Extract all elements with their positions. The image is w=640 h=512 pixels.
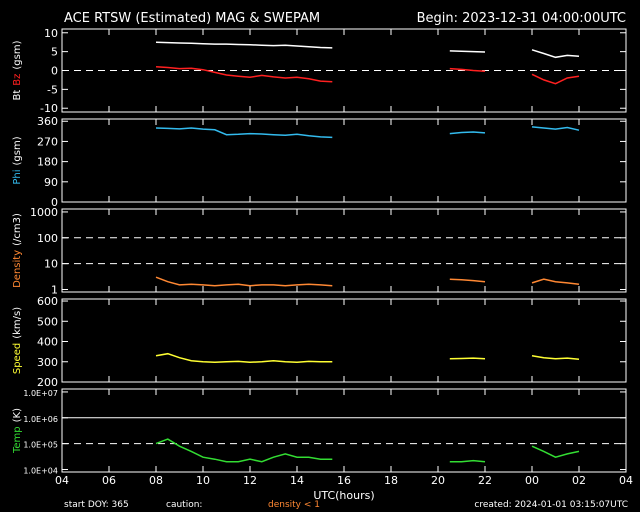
x-tick-label: 16 — [337, 474, 351, 487]
y-tick-label: 1000 — [30, 206, 58, 219]
y-axis-label-unit: (km/s) — [12, 307, 23, 339]
x-tick-label: 02 — [572, 474, 586, 487]
y-axis-label-part: Bz — [12, 74, 23, 86]
series-line — [155, 352, 580, 363]
x-axis-label: UTC(hours) — [313, 489, 374, 502]
y-tick-label: 1.0E+04 — [23, 466, 58, 475]
y-axis-label-unit: (/cm3) — [12, 213, 23, 246]
y-tick-label: 0 — [51, 196, 58, 209]
y-axis-label-part: Bt — [12, 90, 23, 101]
x-tick-label: 04 — [55, 474, 69, 487]
y-tick-label: 200 — [37, 376, 58, 389]
created-time: created: 2024-01-01 03:15:07UTC — [474, 500, 628, 510]
y-axis-label-part: Phi — [12, 169, 23, 184]
x-tick-label: 22 — [478, 474, 492, 487]
start-doy: start DOY: 365 — [64, 500, 129, 510]
x-tick-label: 06 — [102, 474, 116, 487]
y-tick-label: 1 — [51, 283, 58, 296]
y-tick-label: 5 — [51, 46, 58, 59]
begin-time: Begin: 2023-12-31 04:00:00UTC — [417, 11, 626, 26]
x-tick-label: 12 — [243, 474, 257, 487]
series-line — [155, 276, 580, 287]
y-tick-label: 10 — [44, 258, 58, 271]
y-axis-label-part: Speed — [12, 343, 23, 374]
y-tick-label: 300 — [37, 356, 58, 369]
chart-title: ACE RTSW (Estimated) MAG & SWEPAM — [64, 11, 320, 26]
x-tick-label: 08 — [149, 474, 163, 487]
series-line — [155, 438, 580, 463]
y-tick-label: 1.0E+06 — [23, 415, 58, 424]
y-axis-label-unit: (gsm) — [12, 40, 23, 69]
y-tick-label: 90 — [44, 176, 58, 189]
y-tick-label: 1.0E+07 — [23, 389, 58, 398]
y-axis-label: Temp (K) — [12, 408, 23, 454]
series-line — [155, 41, 580, 59]
series-line — [155, 126, 580, 139]
y-tick-label: -10 — [40, 102, 58, 115]
y-axis-label: Density (/cm3) — [12, 213, 23, 288]
y-tick-label: 10 — [44, 27, 58, 40]
y-tick-label: 0 — [51, 65, 58, 78]
caution-note: density < 1 — [268, 500, 320, 510]
x-tick-label: 04 — [619, 474, 633, 487]
y-axis-label: Speed (km/s) — [12, 307, 23, 374]
caution-label: caution: — [166, 500, 202, 510]
x-tick-label: 20 — [431, 474, 445, 487]
y-axis-label: Phi (gsm) — [12, 136, 23, 184]
y-tick-label: 270 — [37, 135, 58, 148]
y-tick-label: 100 — [37, 232, 58, 245]
y-tick-label: 500 — [37, 315, 58, 328]
y-axis-label: Bt Bz (gsm) — [12, 40, 23, 100]
y-tick-label: 1.0E+05 — [23, 441, 58, 450]
y-tick-label: 600 — [37, 295, 58, 308]
y-axis-label-unit: (K) — [12, 408, 23, 422]
y-axis-label-unit: (gsm) — [12, 136, 23, 165]
x-tick-label: 18 — [384, 474, 398, 487]
y-axis-label-part: Temp — [12, 426, 23, 454]
y-axis-label-part: Density — [12, 250, 23, 288]
series-line — [155, 65, 580, 85]
y-tick-label: -5 — [47, 83, 58, 96]
x-tick-label: 14 — [290, 474, 304, 487]
y-tick-label: 400 — [37, 336, 58, 349]
x-tick-label: 00 — [525, 474, 539, 487]
y-tick-label: 360 — [37, 115, 58, 128]
y-tick-label: 180 — [37, 156, 58, 169]
x-tick-label: 10 — [196, 474, 210, 487]
